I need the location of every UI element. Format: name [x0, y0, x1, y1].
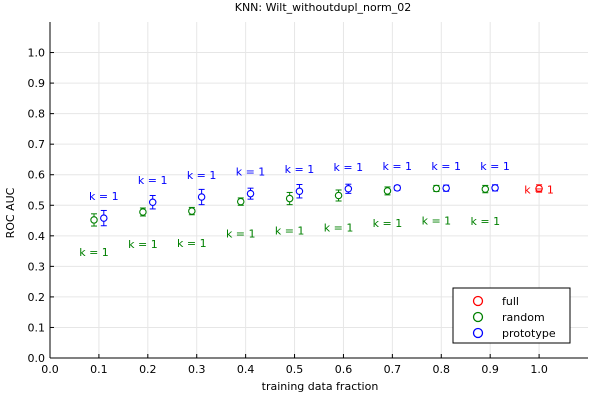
y-tick-label: 0.0 — [28, 352, 46, 365]
y-tick-label: 0.2 — [28, 291, 46, 304]
data-point — [285, 194, 294, 203]
x-tick-label: 0.6 — [335, 363, 353, 376]
data-point — [148, 198, 157, 206]
y-tick-label: 1.0 — [28, 47, 46, 60]
x-tick-label: 0.8 — [433, 363, 451, 376]
x-tick-label: 0.7 — [384, 363, 402, 376]
data-label: k = 1 — [431, 160, 461, 173]
data-point — [481, 185, 490, 193]
data-label: k = 1 — [226, 228, 256, 241]
series-random: k = 1 k = 1 k = 1 k = 1 k = 1 k = 1 k = 1 k = 1… — [79, 184, 500, 259]
legend-label: prototype — [502, 327, 556, 340]
data-label: k = 1 — [275, 225, 305, 238]
data-point — [236, 197, 245, 206]
data-point — [393, 184, 402, 192]
data-label: k = 1 — [324, 221, 354, 234]
y-tick-label: 0.3 — [28, 260, 46, 273]
y-tick-label: 0.7 — [28, 138, 46, 151]
x-tick-label: 0.3 — [188, 363, 206, 376]
data-label: k = 1 — [236, 166, 266, 179]
chart-title: KNN: Wilt_withoutdupl_norm_02 — [235, 1, 412, 14]
series-full: k = 1 — [524, 183, 554, 196]
data-label: k = 1 — [177, 237, 207, 250]
data-point — [442, 184, 450, 192]
x-tick-label: 1.0 — [530, 363, 548, 376]
data-label: k = 1 — [128, 238, 158, 251]
data-label: k = 1 — [79, 246, 109, 259]
data-point — [246, 189, 255, 198]
legend-marker — [472, 295, 484, 307]
y-tick-label: 0.1 — [28, 321, 46, 334]
x-tick-label: 0.4 — [237, 363, 255, 376]
y-tick-label: 0.5 — [28, 199, 46, 212]
y-tick-label: 0.8 — [28, 108, 46, 121]
data-point — [188, 207, 196, 215]
x-tick-label: 0.0 — [41, 363, 59, 376]
data-point — [344, 185, 353, 193]
legend-label: full — [502, 295, 519, 308]
data-label: k = 1 — [89, 190, 119, 203]
data-point — [100, 214, 108, 222]
data-point — [334, 191, 343, 200]
data-label: k = 1 — [524, 183, 554, 196]
x-tick-label: 0.5 — [286, 363, 304, 376]
legend-marker — [472, 311, 484, 323]
legend: full random prototype — [452, 287, 571, 344]
data-point — [90, 216, 98, 224]
axes: 0.0 0.1 0.2 0.3 0.4 0.5 0.6 0.7 0.8 0.9 1.0 0.0 0.1 0… — [28, 22, 588, 376]
data-point — [197, 193, 206, 201]
y-tick-label: 0.6 — [28, 169, 46, 182]
data-label: k = 1 — [470, 215, 500, 228]
data-label: k = 1 — [373, 217, 403, 230]
data-label: k = 1 — [138, 174, 168, 187]
y-axis-title: ROC AUC — [4, 187, 17, 238]
data-label: k = 1 — [285, 163, 315, 176]
data-label: k = 1 — [422, 214, 452, 227]
x-tick-label: 0.2 — [139, 363, 157, 376]
legend-marker — [472, 327, 484, 339]
data-point — [139, 208, 147, 216]
legend-box — [452, 287, 571, 344]
legend-label: random — [502, 311, 545, 324]
plot-area: k = 1 k = 1 k = 1 k = 1 k = 1 k = 1 k = 1 k = 1… — [79, 160, 554, 259]
series-prototype: k = 1 k = 1 k = 1 k = 1 k = 1 k = 1 k = 1 k = 1… — [89, 160, 510, 227]
x-axis-title: training data fraction — [262, 380, 379, 393]
y-tick-label: 0.4 — [28, 230, 46, 243]
data-label: k = 1 — [334, 161, 364, 174]
x-tick-label: 0.1 — [90, 363, 108, 376]
data-label: k = 1 — [382, 160, 412, 173]
y-tick-label: 0.9 — [28, 77, 46, 90]
data-point — [383, 187, 392, 195]
data-label: k = 1 — [480, 160, 510, 173]
x-tick-label: 0.9 — [481, 363, 499, 376]
data-point — [295, 187, 304, 195]
data-point — [491, 184, 499, 192]
data-point — [432, 184, 441, 193]
data-label: k = 1 — [187, 169, 217, 182]
data-point — [535, 184, 543, 193]
